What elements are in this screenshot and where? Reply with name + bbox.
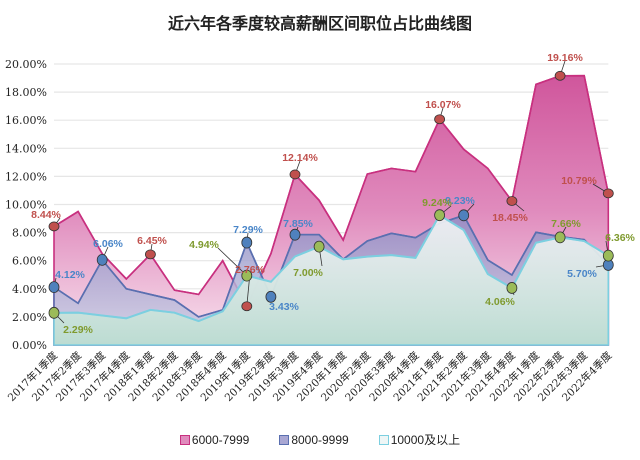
chart-title: 近六年各季度较高薪酬区间职位占比曲线图: [167, 14, 472, 33]
y-tick-label: 2.00%: [12, 311, 47, 324]
data-point-marker: [96, 253, 108, 266]
data-point-marker: [241, 269, 253, 282]
data-point-marker: [313, 240, 325, 253]
data-point-marker: [289, 169, 301, 180]
data-label: 6.36%: [605, 232, 635, 244]
legend-label: 6000-7999: [191, 432, 250, 447]
legend-item-8000-9999[interactable]: 8000-9999: [279, 431, 349, 448]
data-point-marker: [434, 209, 446, 222]
legend: 6000-7999 8000-9999 10000及以上: [0, 431, 640, 448]
data-point-marker: [241, 301, 253, 312]
data-label: 6.06%: [93, 238, 123, 250]
legend-item-6000-7999[interactable]: 6000-7999: [179, 431, 250, 448]
legend-swatch: [378, 434, 389, 445]
data-label: 8.44%: [31, 209, 61, 221]
data-label: 5.70%: [567, 268, 597, 280]
data-label: 9.23%: [445, 195, 475, 207]
data-label: 18.45%: [492, 212, 528, 224]
data-label: 7.29%: [233, 224, 263, 236]
data-point-marker: [602, 249, 614, 262]
data-label: 12.14%: [282, 152, 318, 164]
data-point-marker: [241, 236, 253, 249]
data-label: 2.76%: [235, 264, 265, 276]
series-line-1: [53, 214, 609, 318]
data-label: 7.66%: [551, 218, 581, 230]
leader-line: [217, 247, 248, 276]
data-label: 6.45%: [137, 235, 167, 247]
y-tick-label: 18.00%: [5, 86, 47, 99]
data-point-marker: [48, 281, 60, 294]
data-label: 7.85%: [283, 218, 313, 230]
y-tick-label: 14.00%: [5, 142, 47, 155]
y-tick-label: 20.00%: [5, 58, 47, 71]
legend-label: 8000-9999: [291, 432, 349, 447]
legend-swatch: [179, 434, 190, 445]
data-label: 2.29%: [63, 324, 93, 336]
series-line-0: [53, 74, 610, 309]
legend-label: 10000及以上: [390, 433, 461, 447]
data-label: 3.43%: [269, 301, 299, 313]
data-label: 19.16%: [547, 52, 583, 64]
legend-item-10000-plus[interactable]: 10000及以上: [378, 431, 461, 448]
data-point-marker: [144, 249, 156, 260]
series-line-2: [53, 213, 609, 323]
data-point-marker: [289, 228, 301, 241]
data-point-marker: [506, 282, 518, 294]
data-point-marker: [48, 306, 60, 319]
data-point-marker: [458, 209, 470, 222]
data-label: 9.24%: [422, 197, 452, 209]
data-label: 4.12%: [55, 269, 85, 281]
legend-swatch: [279, 434, 290, 445]
data-point-marker: [434, 114, 446, 125]
y-tick-label: 8.00%: [12, 227, 47, 240]
data-point-marker: [506, 196, 518, 206]
data-point-marker: [602, 188, 614, 199]
y-tick-label: 10.00%: [5, 199, 47, 212]
data-label: 4.06%: [485, 296, 515, 308]
data-point-marker: [265, 290, 277, 303]
data-label: 4.94%: [189, 239, 219, 251]
y-tick-label: 0.00%: [12, 339, 47, 352]
y-tick-label: 6.00%: [12, 255, 47, 268]
y-tick-label: 4.00%: [12, 283, 47, 296]
data-point-marker: [554, 70, 566, 81]
data-point-marker: [554, 231, 566, 244]
data-label: 10.79%: [561, 175, 597, 187]
y-tick-label: 16.00%: [5, 114, 47, 127]
data-point-marker: [48, 221, 60, 232]
data-label: 16.07%: [425, 99, 461, 111]
y-tick-label: 12.00%: [5, 170, 47, 183]
data-label: 7.00%: [293, 267, 323, 279]
